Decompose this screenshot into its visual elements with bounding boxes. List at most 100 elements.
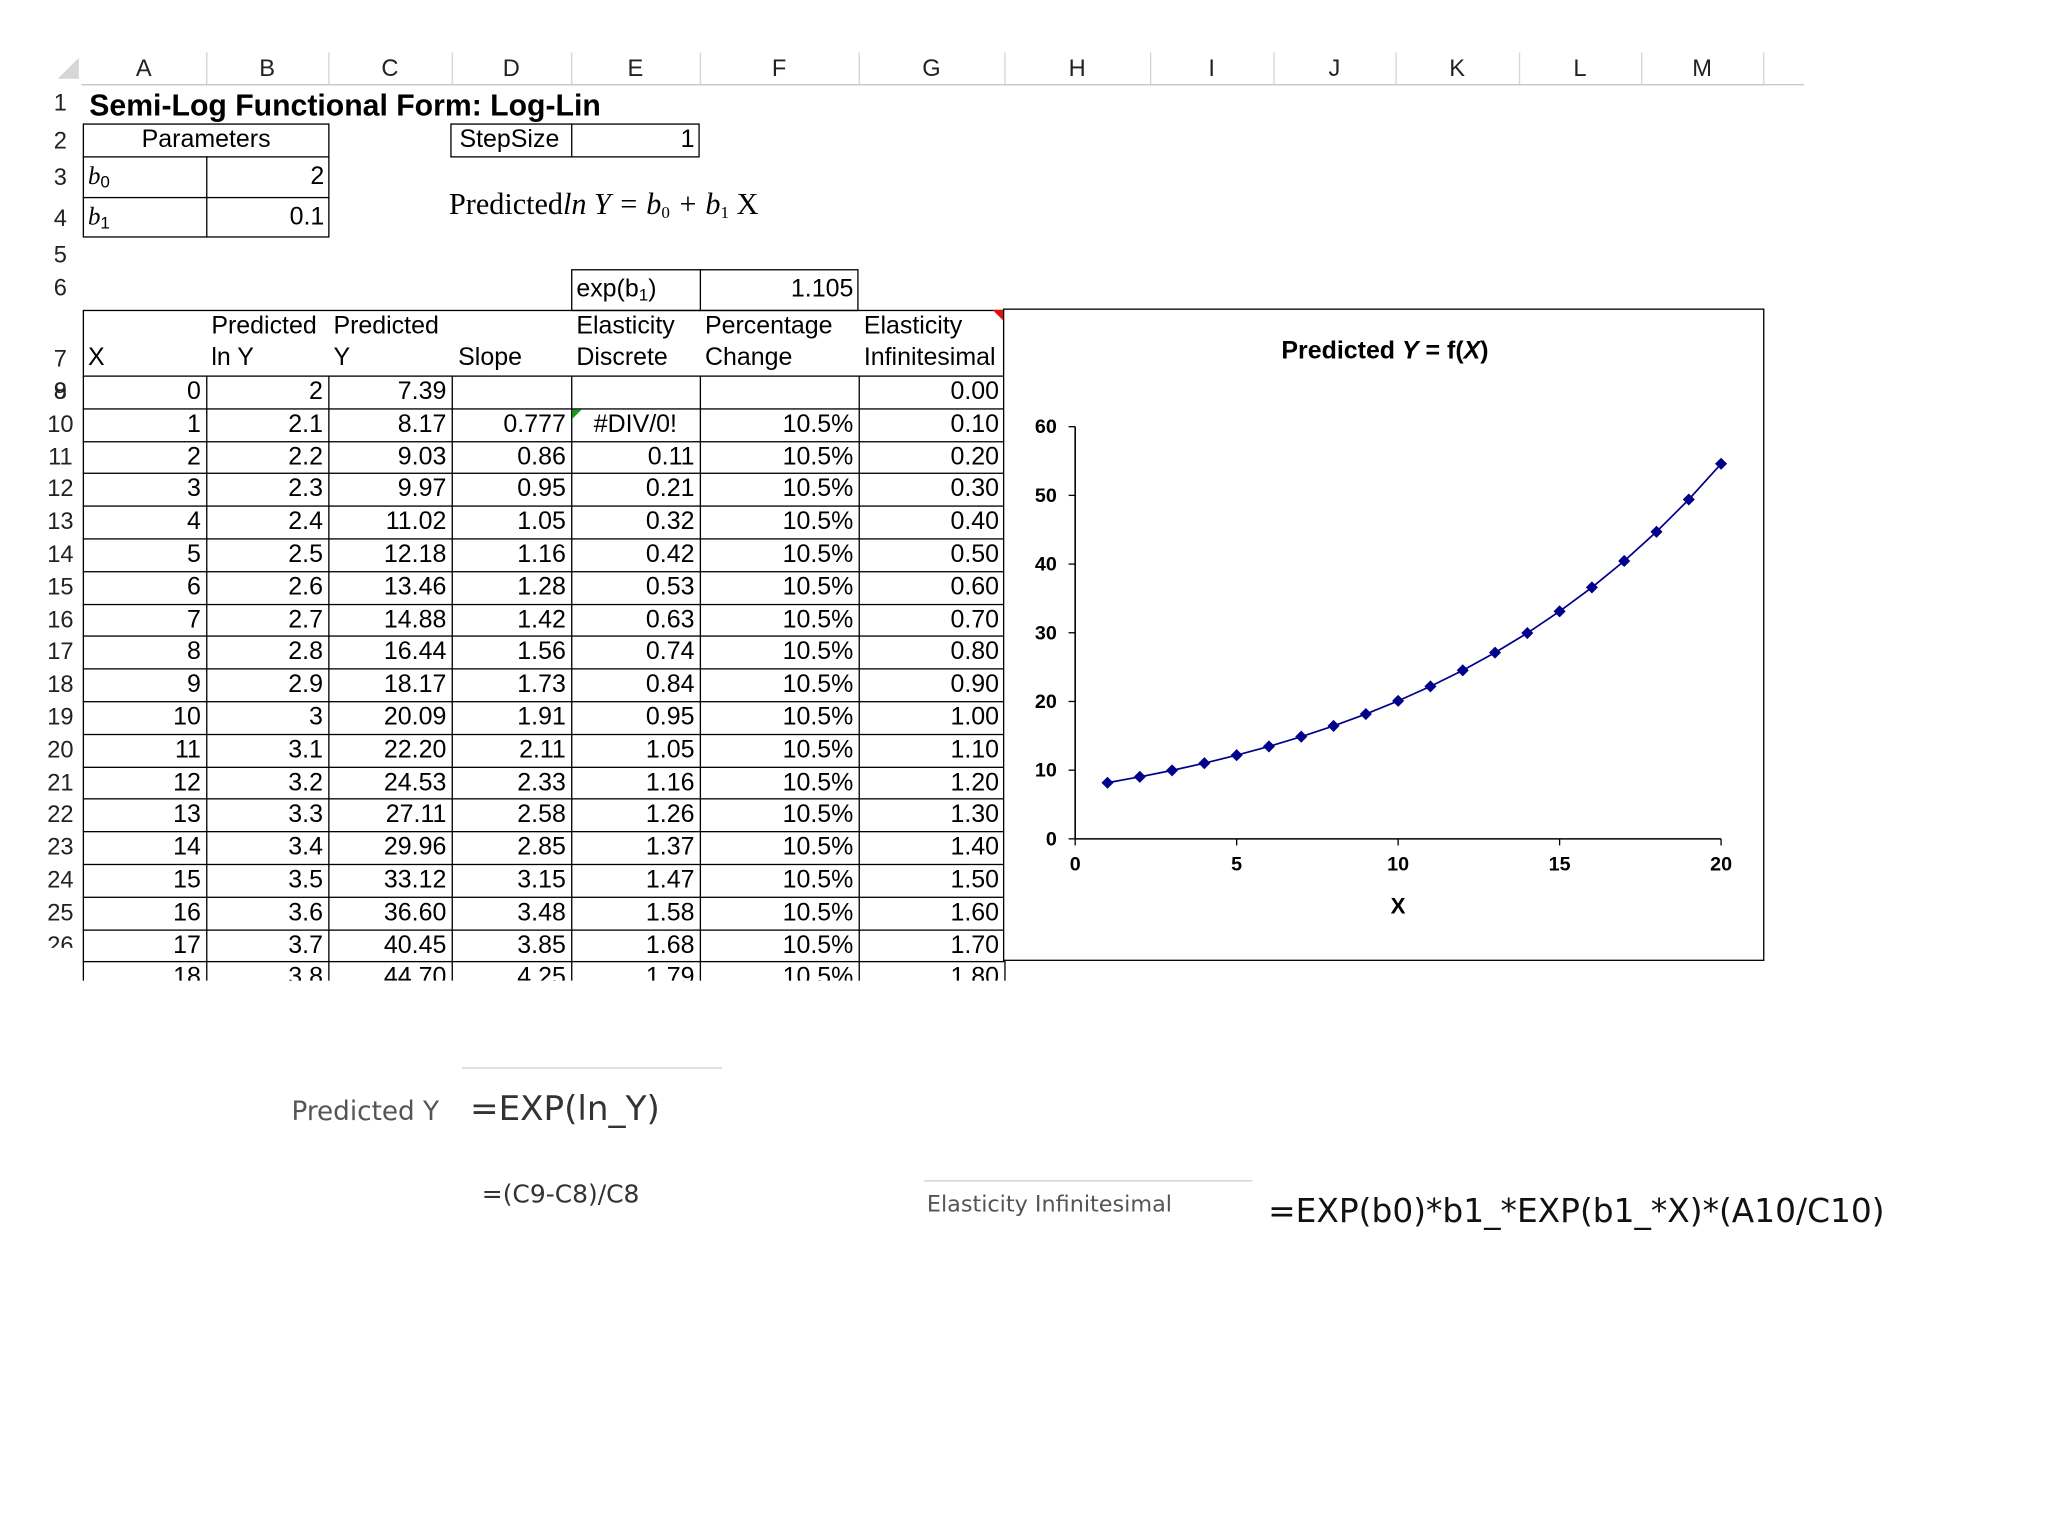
row-header[interactable]: 4	[53, 204, 67, 232]
table-cell[interactable]: 6	[186, 573, 201, 601]
table-cell[interactable]: 1	[186, 410, 201, 439]
table-cell[interactable]: 10.5%	[782, 443, 854, 471]
table-cell[interactable]: 2	[186, 443, 201, 471]
table-cell[interactable]: 3.6	[288, 899, 323, 927]
table-cell[interactable]: 1.56	[517, 638, 566, 667]
table-cell[interactable]: 14	[173, 833, 201, 862]
table-cell[interactable]: 0.90	[950, 671, 1000, 699]
table-cell[interactable]: 3.7	[288, 931, 323, 960]
exp-b1-value[interactable]: 1.105	[790, 275, 854, 304]
table-cell[interactable]: 8	[186, 638, 201, 667]
table-cell[interactable]: 1.47	[645, 866, 695, 895]
table-cell[interactable]: 10.5%	[782, 768, 854, 797]
row-header[interactable]: 24	[47, 866, 74, 893]
table-cell[interactable]: 10.5%	[782, 638, 854, 667]
b1-label[interactable]: b1	[84, 202, 110, 239]
header-x[interactable]: X	[87, 343, 105, 372]
table-cell[interactable]: 44.70	[383, 964, 447, 981]
table-cell[interactable]: 7	[186, 605, 201, 634]
row-header[interactable]: 6	[53, 274, 67, 301]
b0-label[interactable]: b0	[84, 161, 110, 198]
row-header[interactable]: 17	[47, 638, 74, 665]
row-header[interactable]: 19	[47, 703, 74, 730]
table-cell[interactable]: 2	[309, 378, 323, 406]
table-cell[interactable]: 2.1	[288, 410, 323, 439]
table-cell[interactable]: 2.5	[288, 540, 323, 569]
table-cell[interactable]: 3.3	[288, 801, 323, 829]
table-cell[interactable]: 0.95	[645, 703, 695, 732]
table-cell[interactable]: 10.5%	[782, 931, 854, 960]
table-cell[interactable]: 17	[173, 931, 201, 960]
table-cell[interactable]: 3.5	[288, 866, 323, 895]
table-cell[interactable]: 0.20	[950, 443, 1000, 471]
table-cell[interactable]: 1.58	[645, 899, 695, 927]
table-cell[interactable]: 2.4	[288, 508, 323, 536]
row-header[interactable]: 22	[47, 801, 74, 828]
table-cell[interactable]: 1.79	[645, 964, 695, 981]
row-header[interactable]: 18	[47, 671, 74, 698]
header-lny-1[interactable]: Predicted	[211, 312, 317, 341]
parameters-header[interactable]: Parameters	[141, 126, 271, 154]
table-cell[interactable]: 2.8	[288, 638, 323, 667]
header-y-1[interactable]: Predicted	[333, 312, 439, 341]
exp-b1-label[interactable]: exp(b1)	[572, 274, 656, 311]
header-y-2[interactable]: Y	[333, 343, 351, 372]
row-header[interactable]: 2	[53, 127, 67, 154]
row-header[interactable]: 14	[47, 540, 74, 568]
row-header[interactable]: 10	[47, 410, 74, 437]
header-ei-2[interactable]: Infinitesimal	[863, 343, 996, 372]
table-cell[interactable]: 11.02	[385, 508, 447, 536]
row-header[interactable]: 16	[47, 605, 74, 633]
table-cell[interactable]: 10.5%	[782, 703, 854, 732]
table-cell[interactable]: 10.5%	[782, 833, 854, 862]
table-cell[interactable]: 10.5%	[782, 671, 854, 699]
equation-object[interactable]: Predictedln Y = b0 + b1 X	[449, 186, 758, 231]
table-cell[interactable]: 0.11	[647, 443, 695, 471]
table-cell[interactable]: 1.50	[950, 866, 1000, 895]
column-header[interactable]: I	[1150, 52, 1275, 86]
table-cell[interactable]: 4.25	[517, 964, 566, 981]
stepsize-label[interactable]: StepSize	[459, 126, 560, 154]
table-cell[interactable]: 10.5%	[782, 410, 854, 439]
table-cell[interactable]: 3	[309, 703, 323, 732]
table-cell[interactable]: 29.96	[383, 833, 447, 862]
table-cell[interactable]: 10	[173, 703, 201, 732]
b1-value[interactable]: 0.1	[289, 203, 325, 232]
table-cell[interactable]: 2.7	[288, 605, 323, 634]
table-cell[interactable]: 0.50	[950, 540, 1000, 569]
table-cell[interactable]: 12	[173, 768, 201, 797]
table-cell[interactable]: 13	[173, 801, 201, 829]
table-cell[interactable]: 0.86	[517, 443, 566, 471]
table-cell[interactable]: 1.05	[517, 508, 566, 536]
table-cell[interactable]: 2.9	[288, 671, 323, 699]
table-cell[interactable]: 1.91	[517, 703, 566, 732]
table-cell[interactable]: 10.5%	[782, 508, 854, 536]
table-cell[interactable]: 1.26	[645, 801, 695, 829]
row-header[interactable]: 1	[53, 89, 67, 116]
header-pc-1[interactable]: Percentage	[704, 312, 833, 341]
header-ed-1[interactable]: Elasticity	[576, 312, 675, 341]
table-cell[interactable]: 0.95	[517, 475, 566, 504]
table-cell[interactable]: 1.73	[517, 671, 566, 699]
sheet-title[interactable]: Semi-Log Functional Form: Log-Lin	[89, 87, 601, 123]
table-cell[interactable]: 24.53	[383, 768, 447, 797]
column-header[interactable]: K	[1395, 52, 1521, 86]
table-cell[interactable]: 0.60	[950, 573, 1000, 601]
column-header[interactable]: L	[1518, 52, 1643, 86]
table-cell[interactable]: 10.5%	[782, 540, 854, 569]
header-ed-2[interactable]: Discrete	[576, 343, 668, 372]
row-header[interactable]: 11	[48, 443, 73, 470]
row-header[interactable]: 7	[53, 345, 67, 372]
table-cell[interactable]: 10.5%	[782, 736, 854, 764]
table-cell[interactable]: 3.85	[517, 931, 566, 960]
table-cell[interactable]: 0.42	[645, 540, 695, 569]
table-cell[interactable]: 3.1	[288, 736, 323, 764]
table-cell[interactable]: 1.40	[950, 833, 1000, 862]
table-cell[interactable]: 1.80	[950, 964, 1000, 981]
header-ei-1[interactable]: Elasticity	[863, 312, 963, 341]
table-cell[interactable]: 10.5%	[782, 899, 854, 927]
row-header[interactable]: 5	[53, 241, 67, 268]
table-cell[interactable]: 3	[186, 475, 201, 504]
table-cell[interactable]: 1.10	[950, 736, 1000, 764]
table-cell[interactable]: 1.16	[517, 540, 566, 569]
